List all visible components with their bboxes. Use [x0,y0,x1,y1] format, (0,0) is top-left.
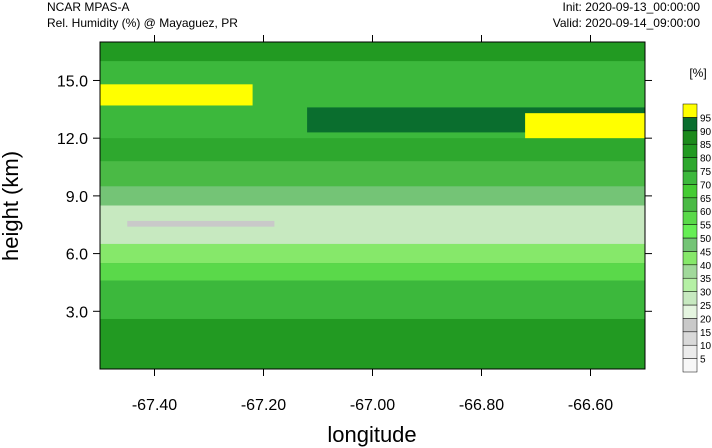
humidity-band-10 [100,243,645,264]
colorbar-swatch [682,197,698,212]
colorbar-swatch [682,344,698,359]
y-tick-label: 3.0 [66,304,88,321]
x-tick-label: -67.20 [241,397,286,414]
humidity-band-3 [100,84,253,106]
colorbar-swatch [682,291,698,306]
colorbar-swatch [682,237,698,252]
colorbar-label: 15 [700,328,712,339]
x-axis: -67.40 -67.20 -67.00 -66.80 -66.60 [132,35,613,414]
colorbar-label: 90 [700,127,712,138]
humidity-band-11 [100,263,645,281]
colorbar-label: 65 [700,194,712,205]
colorbar-swatch [682,143,698,158]
valid-time: Valid: 2020-09-14_09:00:00 [552,16,700,30]
colorbar-swatch [682,170,698,185]
colorbar-label: 85 [700,140,712,151]
humidity-band-9 [127,220,275,227]
colorbar-swatch [682,117,698,132]
humidity-band-12 [100,280,645,319]
colorbar-label: 30 [700,288,712,299]
chart-subtitle: Rel. Humidity (%) @ Mayaguez, PR [47,16,238,30]
colorbar-label: 55 [700,221,712,232]
x-tick-label: -67.00 [350,397,395,414]
colorbar-swatch [682,130,698,145]
colorbar-label: 75 [700,167,712,178]
colorbar-swatch [682,358,698,373]
humidity-band-7 [100,186,645,206]
y-tick-label: 12.0 [57,131,88,148]
colorbar-label: 70 [700,180,712,191]
colorbar-swatch [682,157,698,172]
colorbar-label: 95 [700,113,712,124]
colorbar-swatch [682,251,698,266]
x-tick-label: -67.40 [132,397,177,414]
colorbar-label: 50 [700,234,712,245]
humidity-band-13 [100,318,645,369]
colorbar-swatch [682,264,698,279]
colorbar-label: 35 [700,274,712,285]
colorbar-label: 10 [700,341,712,352]
colorbar: 5 10 15 20 25 30 35 40 45 50 55 60 65 70 75 80 85 90 95 [682,103,712,373]
model-name: NCAR MPAS-A [47,0,130,14]
y-tick-label: 6.0 [66,247,88,264]
y-axis-title: height (km) [0,151,23,261]
colorbar-label: 25 [700,301,712,312]
colorbar-label: 60 [700,207,712,218]
init-time: Init: 2020-09-13_00:00:00 [562,0,700,14]
colorbar-label: 5 [700,355,706,366]
colorbar-label: 80 [700,154,712,165]
x-tick-label: -66.80 [459,397,504,414]
colorbar-swatch [682,277,698,292]
colorbar-label: 40 [700,261,712,272]
plot-area [100,42,645,369]
colorbar-swatch [682,318,698,333]
y-tick-label: 9.0 [66,189,88,206]
colorbar-label: 45 [700,247,712,258]
humidity-band-0 [100,42,645,62]
colorbar-unit: [%] [689,66,706,80]
x-tick-label: -66.60 [568,397,613,414]
y-axis: 3.0 6.0 9.0 12.0 15.0 [57,73,652,321]
colorbar-swatch [682,184,698,199]
humidity-band-6 [100,161,645,187]
colorbar-swatch [682,103,698,118]
colorbar-label: 20 [700,314,712,325]
y-tick-label: 15.0 [57,73,88,90]
colorbar-swatch [682,304,698,319]
colorbar-swatch [682,331,698,346]
colorbar-swatch [682,224,698,239]
x-axis-title: longitude [327,422,416,447]
colorbar-swatch [682,210,698,225]
humidity-band-5 [100,138,645,162]
